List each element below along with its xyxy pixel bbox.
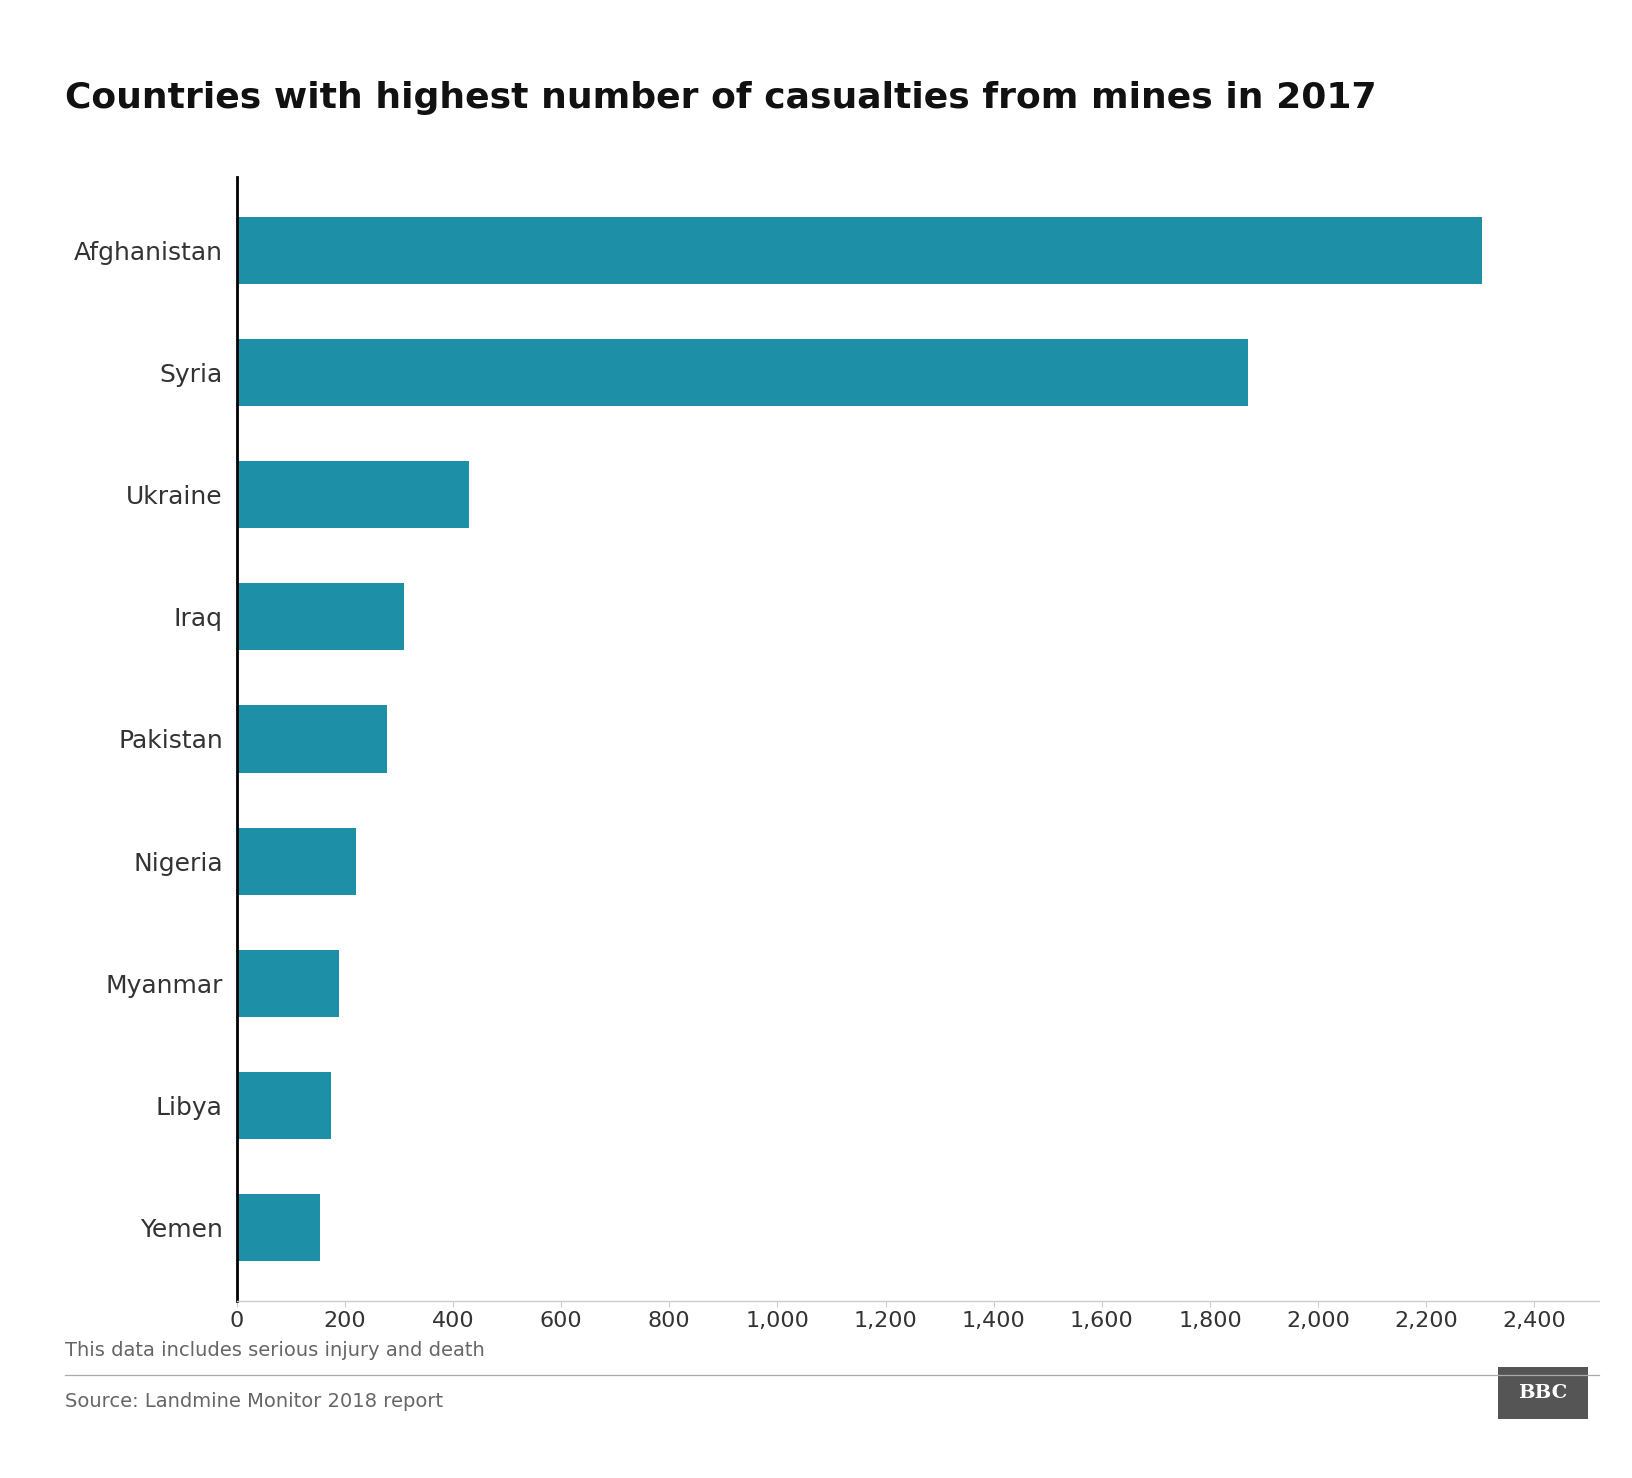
Text: Countries with highest number of casualties from mines in 2017: Countries with highest number of casualt… [65,81,1377,115]
Text: BBC: BBC [1518,1383,1568,1403]
Bar [237,584,405,650]
Bar [237,461,468,528]
Bar [237,217,1482,284]
Bar [237,1072,331,1140]
Bar [237,1194,320,1261]
Text: This data includes serious injury and death: This data includes serious injury and de… [65,1341,485,1360]
Text: Source: Landmine Monitor 2018 report: Source: Landmine Monitor 2018 report [65,1392,444,1411]
Bar [237,949,339,1017]
Bar [237,828,356,894]
Bar [237,705,387,773]
Bar [237,338,1248,406]
